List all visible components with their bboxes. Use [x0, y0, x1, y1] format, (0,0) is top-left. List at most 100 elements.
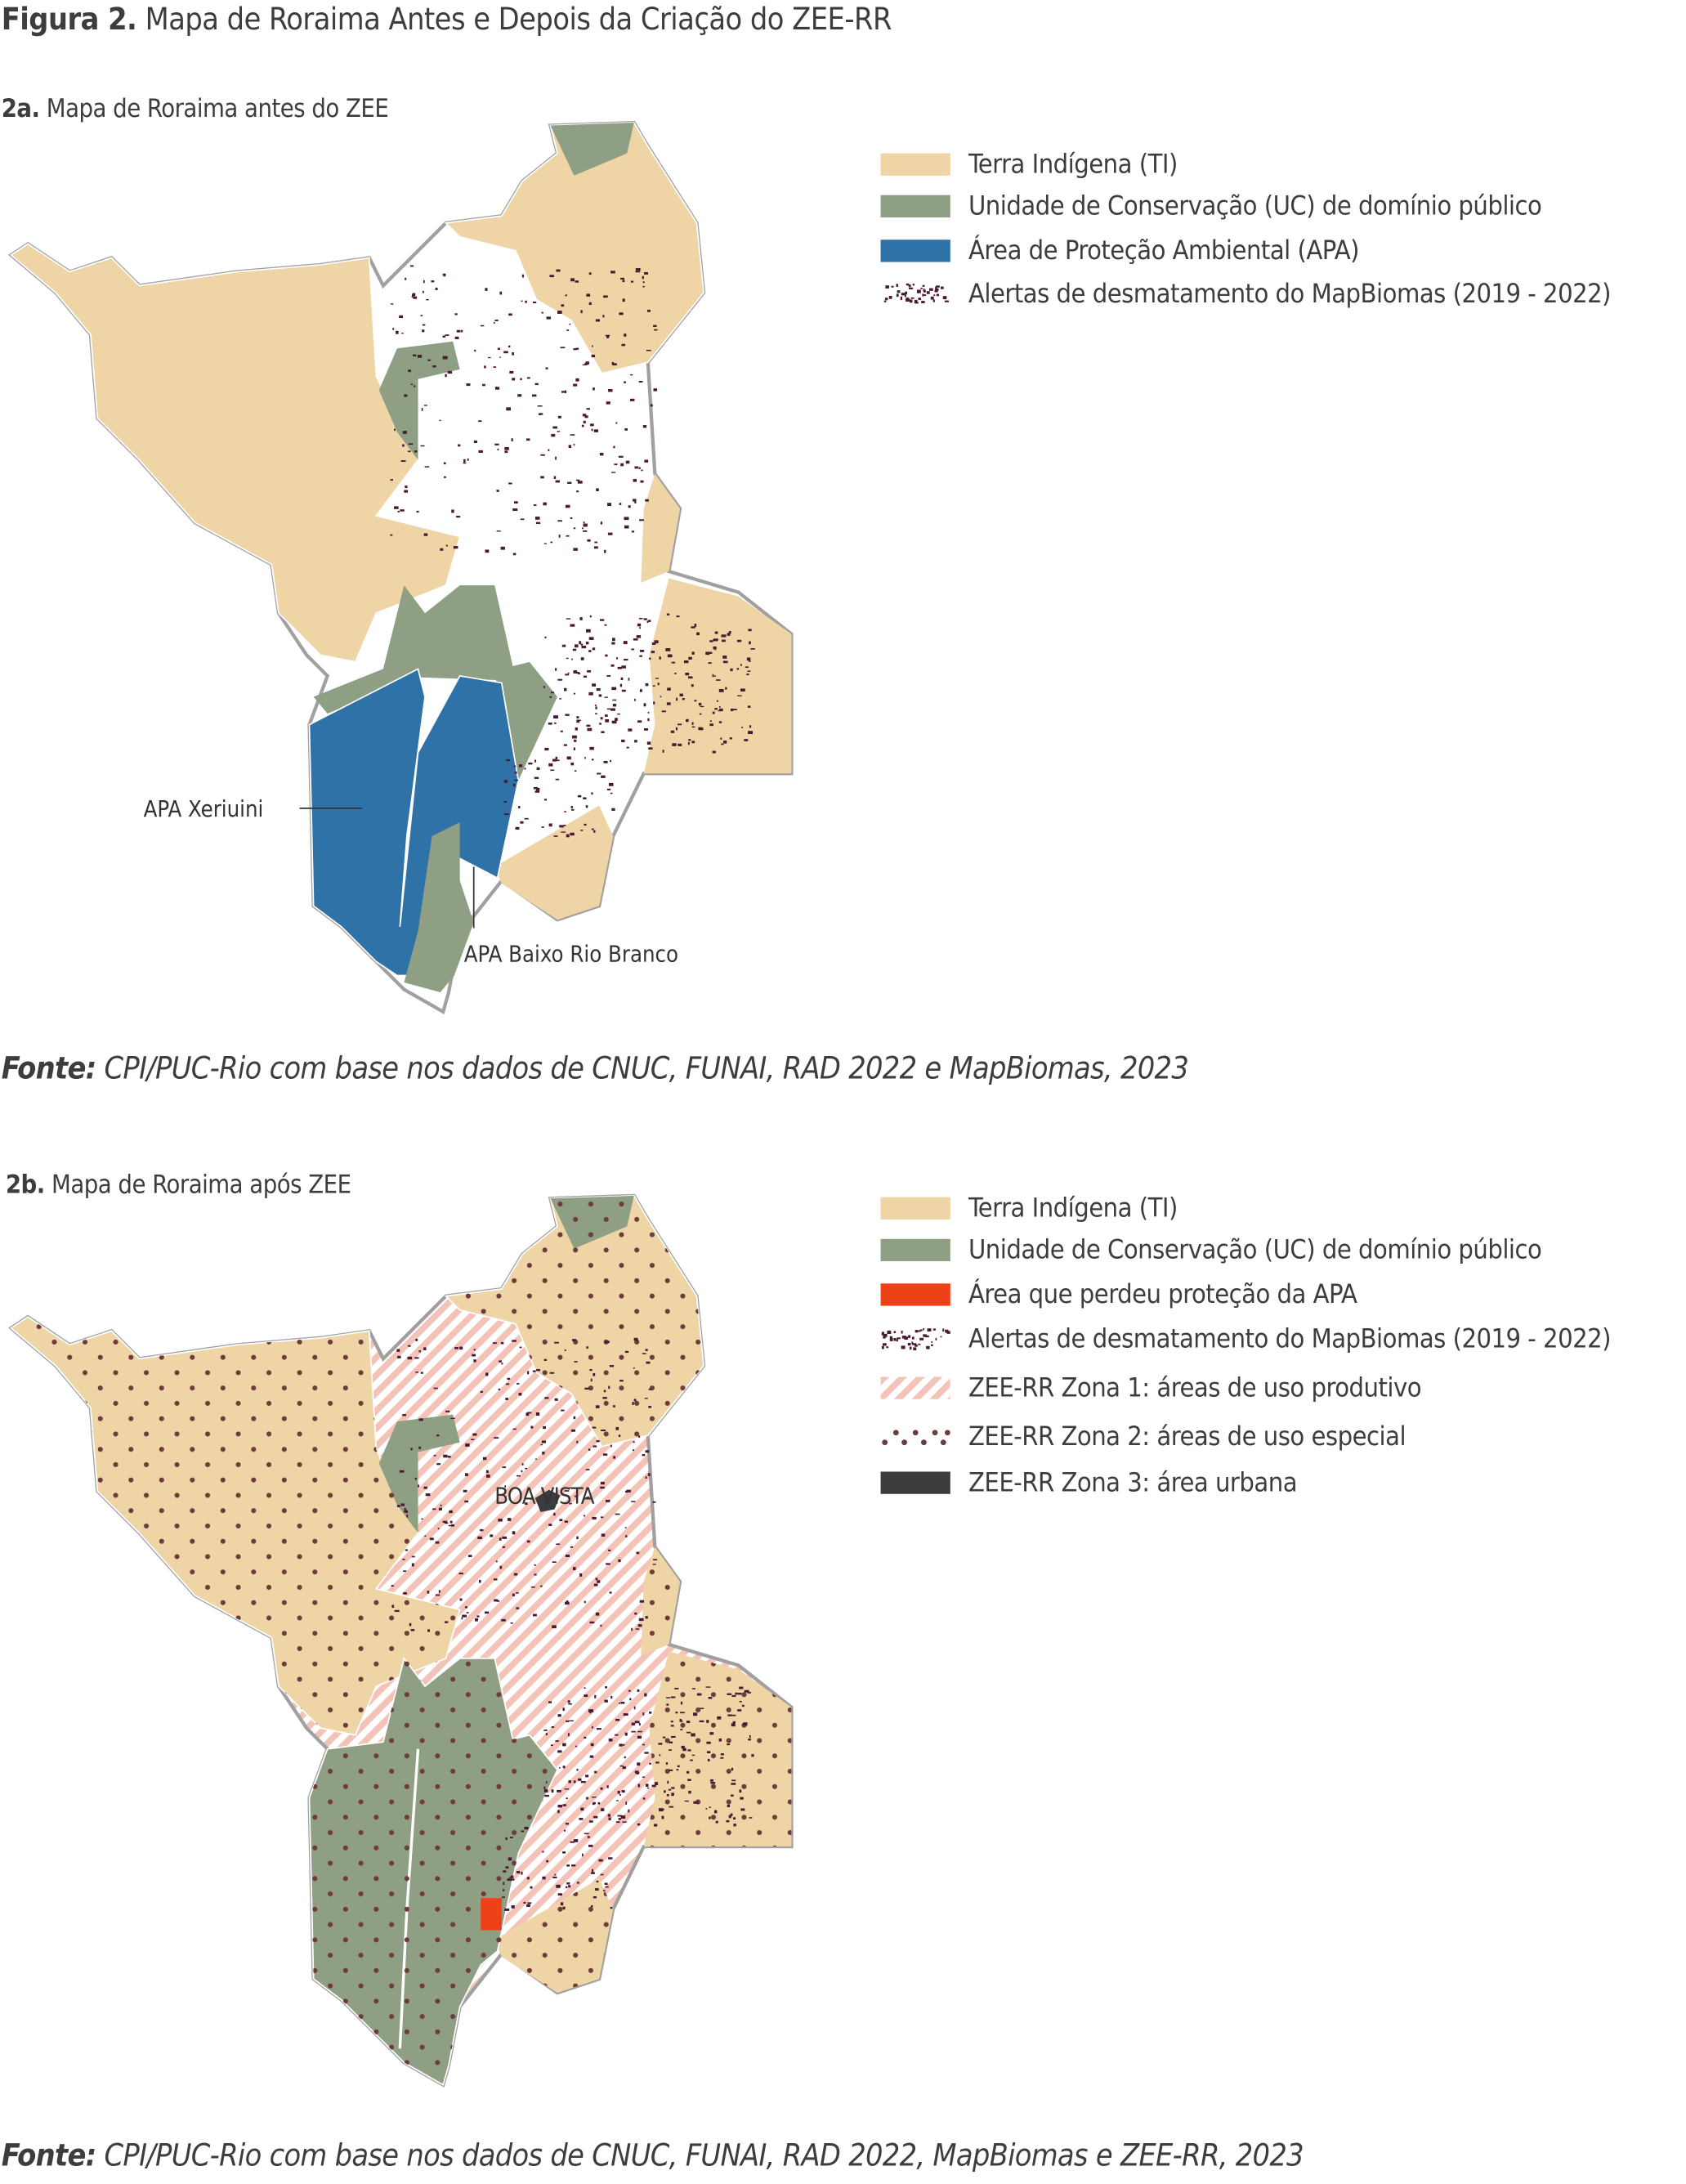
deforestation-alert	[727, 1804, 731, 1808]
deforestation-alert	[568, 1885, 571, 1888]
deforestation-alert	[526, 1540, 530, 1543]
deforestation-alert	[590, 1378, 593, 1382]
deforestation-alert	[588, 272, 592, 275]
zona2-especial	[11, 1317, 460, 1735]
deforestation-alert	[416, 510, 419, 513]
deforestation-alert	[484, 365, 486, 369]
deforestation-alert	[503, 1882, 505, 1886]
deforestation-alert	[596, 1439, 600, 1443]
deforestation-alert	[516, 1592, 519, 1594]
deforestation-alert	[668, 1788, 672, 1791]
deforestation-alert	[521, 300, 523, 302]
deforestation-alert	[554, 1398, 558, 1401]
deforestation-alert	[599, 452, 604, 456]
deforestation-alert	[499, 1565, 503, 1569]
deforestation-alert	[620, 463, 624, 467]
deforestation-alert	[549, 275, 554, 278]
deforestation-alert	[561, 391, 566, 393]
deforestation-alert	[727, 1714, 732, 1716]
deforestation-alert	[427, 1629, 430, 1632]
zona2-especial	[641, 1546, 681, 1656]
deforestation-alert	[666, 1697, 671, 1698]
deforestation-alert	[473, 440, 477, 444]
deforestation-alert	[666, 1794, 669, 1797]
deforestation-alert	[658, 1743, 663, 1745]
deforestation-alert	[570, 1546, 574, 1548]
deforestation-alert	[691, 1733, 695, 1737]
deforestation-alert	[611, 808, 615, 811]
deforestation-alert	[531, 394, 537, 397]
deforestation-alert	[570, 806, 573, 808]
deforestation-alert	[601, 1429, 606, 1432]
deforestation-alert	[661, 1815, 664, 1819]
deforestation-alert	[624, 428, 627, 431]
blue-swatch-icon	[880, 239, 950, 262]
deforestation-alert	[562, 1804, 566, 1806]
terra-indigena-south	[494, 805, 614, 920]
deforestation-alert	[617, 1815, 623, 1817]
legend-item-uc: Unidade de Conservação (UC) de domínio p…	[880, 1235, 1542, 1265]
deforestation-alert	[647, 1473, 651, 1476]
deforestation-alert	[606, 1785, 609, 1788]
deforestation-alert	[642, 275, 644, 280]
speckle	[916, 289, 921, 293]
deforestation-alert	[709, 723, 713, 727]
deforestation-alert	[633, 1399, 637, 1402]
deforestation-alert	[404, 1508, 407, 1510]
deforestation-alert	[671, 1736, 673, 1739]
deforestation-alert	[643, 618, 647, 620]
deforestation-alert	[571, 1864, 576, 1867]
deforestation-alert	[681, 1745, 685, 1749]
deforestation-alert	[449, 1520, 453, 1524]
deforestation-alert	[634, 501, 637, 503]
deforestation-alert	[595, 319, 601, 322]
deforestation-alert	[592, 1426, 597, 1429]
deforestation-alert	[750, 647, 755, 650]
deforestation-alert	[556, 1884, 561, 1888]
deforestation-alert	[694, 700, 697, 702]
deforestation-alert	[580, 1807, 584, 1811]
deforestation-alert	[534, 1564, 536, 1566]
deforestation-alert	[640, 480, 644, 483]
deforestation-alert	[603, 760, 608, 763]
deforestation-alert	[482, 1457, 487, 1461]
deforestation-alert	[645, 499, 649, 502]
deforestation-alert	[592, 647, 596, 651]
deforestation-alert	[504, 1908, 510, 1911]
deforestation-alert	[413, 354, 417, 356]
speckle	[919, 1337, 924, 1340]
deforestation-alert	[511, 1905, 515, 1909]
deforestation-alert	[615, 1718, 620, 1721]
deforestation-alert	[651, 642, 656, 645]
deforestation-alert	[613, 1456, 616, 1459]
deforestation-alert	[596, 687, 601, 691]
deforestation-alert	[407, 1356, 413, 1360]
deforestation-alert	[628, 1809, 630, 1813]
deforestation-alert	[582, 414, 587, 417]
speckle	[932, 1328, 936, 1331]
deforestation-alert	[749, 641, 751, 645]
deforestation-alert	[588, 302, 592, 306]
legend-item-zona3: ZEE-RR Zona 3: área urbana	[880, 1467, 1298, 1498]
terra-indigena-east	[641, 473, 681, 583]
deforestation-alert	[646, 1361, 651, 1364]
deforestation-alert	[543, 799, 548, 801]
deforestation-alert	[604, 696, 608, 698]
deforestation-alert	[564, 687, 567, 691]
deforestation-alert	[498, 1518, 503, 1522]
deforestation-alert	[635, 268, 641, 271]
deforestation-alert	[576, 490, 579, 493]
deforestation-alert	[596, 488, 599, 492]
deforestation-alert	[657, 682, 660, 686]
deforestation-alert	[477, 1536, 482, 1540]
deforestation-alert	[479, 1579, 481, 1583]
legend-item-uc: Unidade de Conservação (UC) de domínio p…	[880, 191, 1542, 222]
deforestation-alert	[642, 1353, 646, 1354]
deforestation-alert	[594, 541, 598, 544]
speckle	[944, 300, 949, 302]
deforestation-alert	[618, 455, 624, 458]
deforestation-alert	[588, 691, 593, 696]
deforestation-alert	[530, 1886, 533, 1889]
deforestation-alert	[588, 637, 594, 640]
deforestation-alert	[404, 490, 409, 493]
